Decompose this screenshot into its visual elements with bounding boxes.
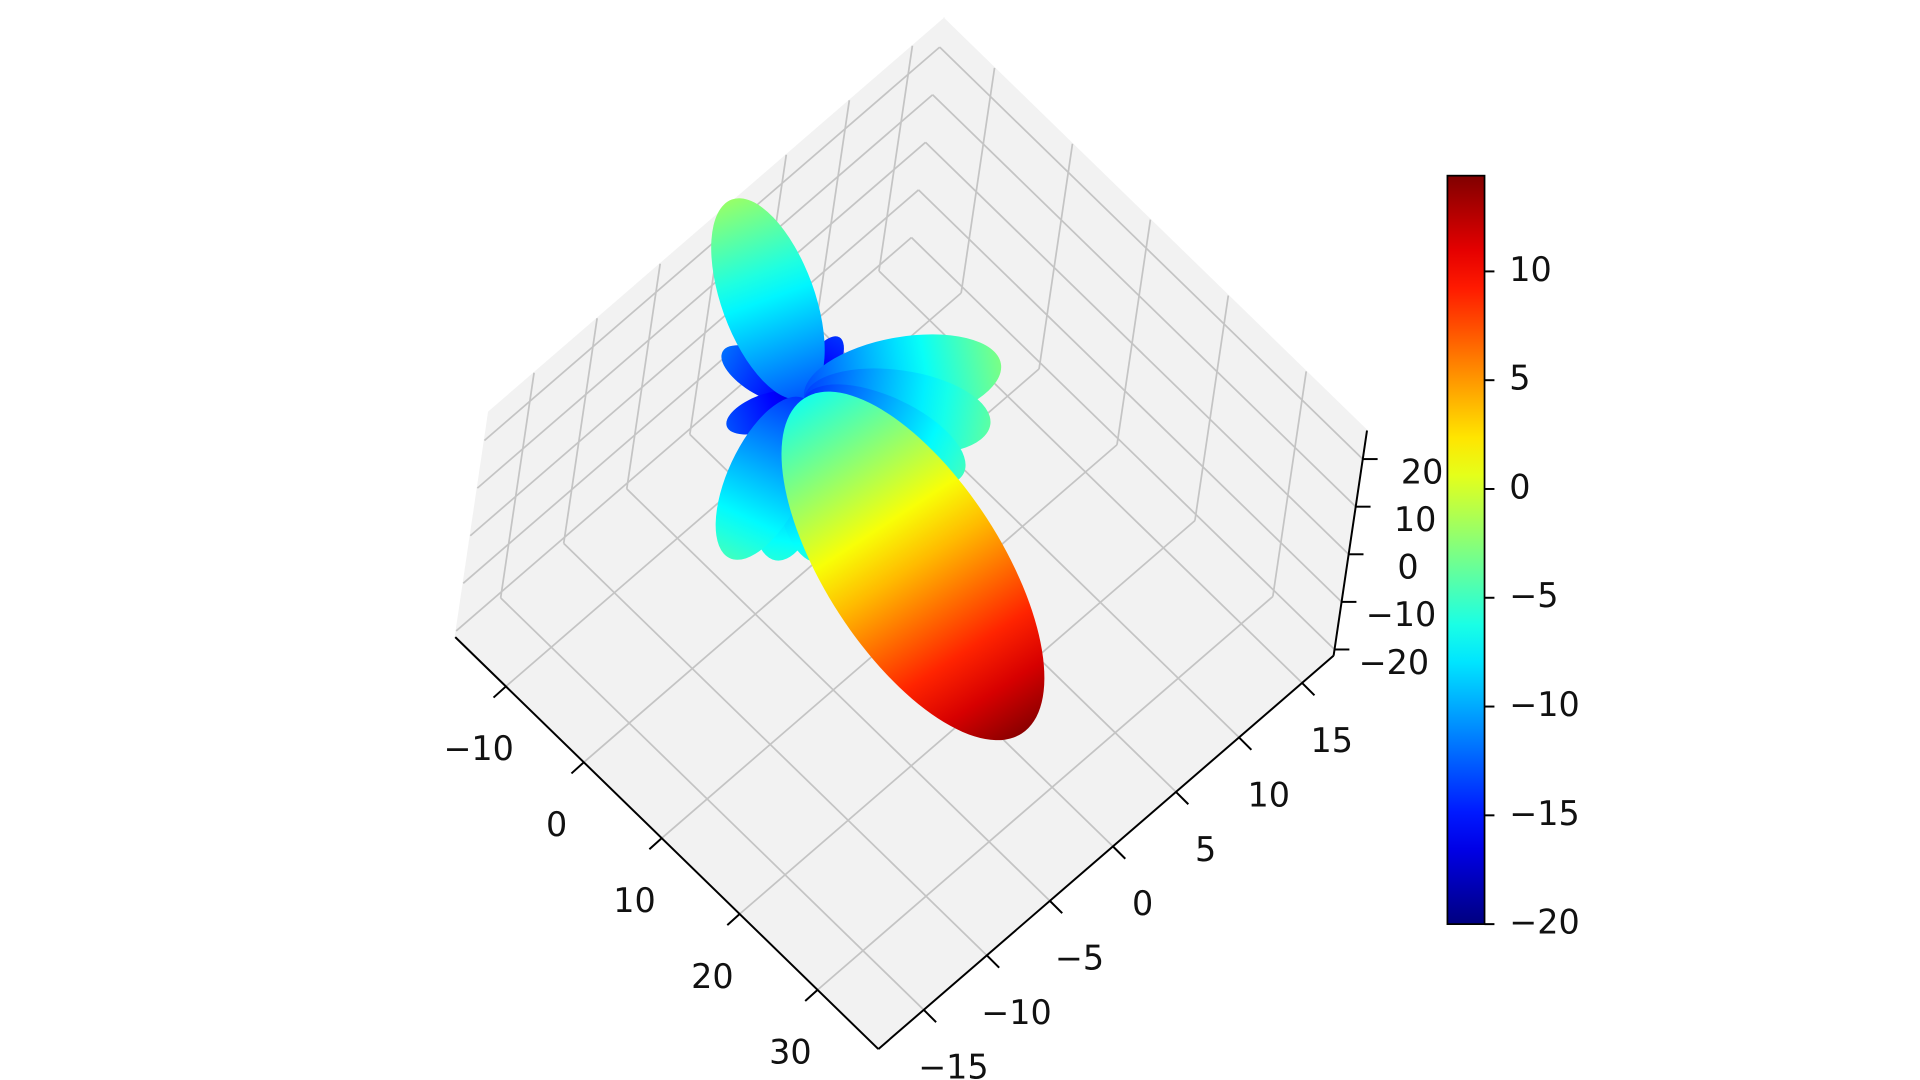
z-tick-label: 20 — [1401, 452, 1444, 491]
tick-mark — [1049, 900, 1063, 914]
grid-line — [1038, 143, 1074, 370]
x-axis — [454, 636, 880, 1050]
tick-mark — [1301, 682, 1316, 696]
colorbar-tick-label: 0 — [1509, 467, 1530, 506]
grid-line — [939, 46, 1364, 460]
tick-mark — [648, 837, 663, 851]
grid-line — [499, 372, 535, 599]
tick-mark — [1238, 736, 1253, 751]
z-axis — [1332, 430, 1368, 656]
y-tick-label: 10 — [1247, 775, 1290, 814]
grid-line — [878, 45, 914, 272]
grid-line — [626, 488, 1051, 902]
colorbar-tick-label: 5 — [1509, 359, 1530, 398]
y-tick-label: −10 — [981, 993, 1051, 1032]
z-tick-label: −20 — [1359, 643, 1429, 682]
z-tick-label: 10 — [1394, 500, 1437, 539]
y-tick-label: 5 — [1195, 830, 1216, 869]
grid-line — [563, 542, 988, 956]
grid-line — [562, 318, 598, 544]
grid-line — [932, 94, 1357, 508]
grid-line — [625, 263, 662, 490]
grid-line — [815, 100, 851, 326]
lobe-group — [781, 391, 1045, 741]
y-axis — [877, 654, 1335, 1050]
tick-mark — [492, 685, 507, 699]
lobe-group — [711, 198, 825, 400]
lobe — [711, 198, 825, 400]
grid-line — [1194, 295, 1230, 521]
tick-mark — [726, 913, 741, 926]
x-tick-label: 0 — [546, 805, 567, 844]
y-tick-label: 15 — [1311, 721, 1354, 760]
grid-line — [476, 94, 934, 489]
colorbar-tick-label: 10 — [1509, 250, 1552, 289]
grid-line — [1116, 219, 1152, 445]
tick-mark — [986, 954, 1000, 969]
y-tick-label: −5 — [1055, 939, 1104, 978]
x-tick-label: −10 — [443, 729, 513, 768]
tick-mark — [1112, 845, 1126, 860]
grid-line — [469, 141, 927, 537]
colorbar — [1446, 174, 1486, 925]
lobe — [781, 391, 1045, 741]
tick-mark — [923, 1009, 937, 1023]
x-tick-label: 10 — [613, 881, 656, 920]
grid-line — [924, 141, 1350, 555]
colorbar-tick-label: −5 — [1509, 576, 1558, 615]
colorbar-tick-label: −10 — [1509, 685, 1579, 724]
tick-mark — [804, 989, 819, 1002]
colorbar-tick-label: −15 — [1509, 794, 1579, 833]
grid-line — [817, 595, 1274, 991]
grid-line — [455, 236, 912, 632]
y-tick-label: −15 — [918, 1048, 988, 1080]
z-tick-label: 0 — [1397, 548, 1418, 587]
tick-mark — [570, 761, 585, 775]
grid-line — [500, 597, 925, 1011]
x-tick-label: 20 — [691, 957, 734, 996]
grid-line — [910, 236, 1336, 651]
grid-line — [462, 189, 920, 584]
grid-line — [1271, 371, 1308, 597]
z-tick-label: −10 — [1366, 595, 1436, 634]
tick-mark — [1175, 791, 1190, 805]
y-tick-label: 0 — [1132, 884, 1153, 923]
grid-line — [960, 67, 996, 294]
colorbar-tick-label: −20 — [1509, 903, 1579, 942]
grid-line — [917, 189, 1343, 603]
x-tick-label: 30 — [769, 1033, 812, 1072]
